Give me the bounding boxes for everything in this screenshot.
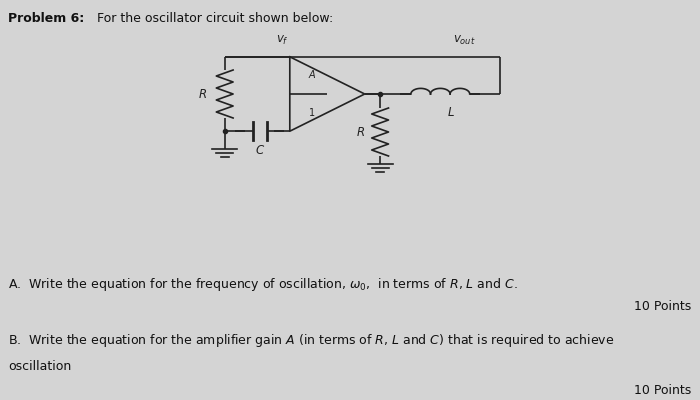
Text: 10 Points: 10 Points (634, 300, 692, 313)
Text: 1: 1 (309, 108, 315, 118)
Text: $v_f$: $v_f$ (276, 34, 289, 47)
Text: 10 Points: 10 Points (634, 384, 692, 397)
Text: L: L (447, 106, 454, 119)
Text: $v_{out}$: $v_{out}$ (454, 34, 476, 47)
Text: A: A (309, 70, 316, 80)
Text: Problem 6:: Problem 6: (8, 12, 85, 25)
Text: For the oscillator circuit shown below:: For the oscillator circuit shown below: (97, 12, 333, 25)
Text: A.  Write the equation for the frequency of oscillation, $\omega_0$,  in terms o: A. Write the equation for the frequency … (8, 276, 518, 293)
Text: C: C (256, 144, 264, 157)
Text: R: R (356, 126, 365, 138)
Text: oscillation: oscillation (8, 360, 71, 373)
Text: R: R (199, 88, 207, 100)
Text: B.  Write the equation for the amplifier gain $A$ (in terms of $R$, $L$ and $C$): B. Write the equation for the amplifier … (8, 332, 615, 349)
